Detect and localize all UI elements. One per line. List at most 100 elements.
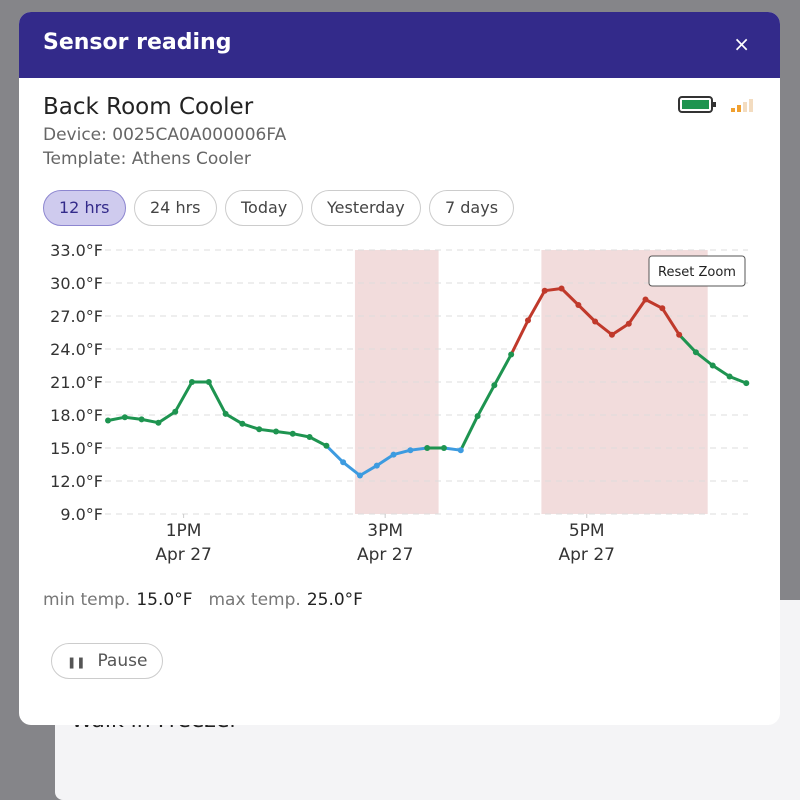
device-id: Device: 0025CA0A000006FA: [43, 125, 287, 145]
close-button[interactable]: ×: [733, 32, 750, 56]
data-point: [659, 305, 666, 312]
y-tick-label: 30.0°F: [50, 274, 103, 293]
line-segment: [492, 353, 513, 387]
stat-value: 15.0°F: [136, 590, 193, 610]
data-point: [692, 349, 699, 356]
line-segment: [459, 414, 480, 452]
range-tab[interactable]: 7 days: [429, 190, 515, 226]
stat-label: max temp.: [208, 590, 301, 610]
range-tab[interactable]: Yesterday: [311, 190, 421, 226]
line-segment: [375, 453, 396, 468]
x-tick-label: 5PM: [569, 521, 605, 541]
data-point: [642, 296, 649, 303]
data-point: [390, 451, 397, 458]
x-tick-label: 3PM: [367, 521, 403, 541]
y-tick-label: 15.0°F: [50, 439, 103, 458]
chart: 9.0°F 12.0°F 15.0°F 18.0°F 21.0°F 24.0°F 27.0°…: [50, 241, 750, 565]
data-point: [541, 287, 548, 294]
modal-title: Sensor reading: [43, 30, 232, 55]
data-point: [424, 445, 431, 451]
stats: min temp. 15.0°F max temp. 25.0°F: [43, 590, 379, 610]
line-segment: [476, 383, 496, 418]
y-tick-label: 33.0°F: [50, 241, 103, 260]
range-tab[interactable]: Today: [225, 190, 304, 226]
data-point: [709, 362, 716, 369]
y-tick-label: 21.0°F: [50, 373, 103, 392]
data-point: [743, 380, 750, 387]
stat-label: min temp.: [43, 590, 131, 610]
status-icons: [678, 96, 753, 113]
data-point: [575, 302, 582, 308]
data-point: [508, 351, 515, 358]
modal-header: Sensor reading ×: [19, 12, 780, 78]
y-tick-label: 27.0°F: [50, 307, 103, 326]
data-point: [239, 420, 246, 427]
pause-button[interactable]: ❚❚ Pause: [51, 643, 164, 679]
x-tick-date: Apr 27: [155, 545, 211, 565]
line-segment: [207, 380, 228, 416]
data-point: [306, 434, 313, 440]
line-segment: [526, 289, 547, 322]
line-segment: [593, 320, 614, 337]
data-point: [273, 428, 280, 435]
line-segment: [627, 298, 648, 326]
line-segment: [576, 303, 597, 323]
data-point: [323, 442, 330, 449]
reset-zoom-box[interactable]: [648, 255, 746, 287]
data-point: [289, 430, 296, 437]
data-point: [474, 413, 481, 420]
data-point: [625, 320, 632, 327]
line-segment: [694, 350, 715, 367]
data-point: [356, 472, 363, 479]
line-segment: [156, 410, 177, 425]
range-tab[interactable]: 24 hrs: [134, 190, 217, 226]
data-point: [676, 331, 683, 338]
data-point: [524, 317, 531, 324]
data-point: [457, 447, 464, 454]
line-segment: [224, 412, 244, 426]
pause-label: Pause: [97, 651, 148, 671]
stat-value: 25.0°F: [306, 590, 363, 610]
data-point: [340, 459, 347, 466]
data-point: [188, 379, 195, 385]
data-point: [592, 318, 599, 325]
data-point: [155, 419, 162, 426]
line-segment: [308, 435, 328, 448]
line-segment: [358, 464, 379, 477]
line-segment: [173, 380, 194, 414]
x-tick-label: 1PM: [166, 521, 202, 541]
line-segment: [560, 287, 580, 307]
data-point: [205, 379, 212, 385]
data-point: [172, 408, 179, 415]
data-point: [491, 382, 498, 389]
line-segment: [677, 333, 698, 354]
line-segment: [509, 318, 530, 356]
y-tick-label: 24.0°F: [50, 340, 103, 359]
data-point: [558, 285, 565, 292]
x-tick-date: Apr 27: [357, 545, 413, 565]
data-point: [440, 445, 447, 451]
page: Walk in Freezer Sensor reading × Back Ro…: [19, 12, 800, 800]
y-tick-label: 18.0°F: [50, 406, 103, 425]
y-tick-label: 12.0°F: [50, 472, 103, 491]
line-segment: [324, 444, 345, 464]
y-tick-label: 9.0°F: [60, 505, 103, 524]
data-point: [726, 373, 733, 380]
template: Template: Athens Cooler: [43, 149, 251, 169]
line-segment: [660, 306, 681, 337]
device-name: Back Room Cooler: [43, 94, 254, 120]
x-tick-date: Apr 27: [559, 545, 615, 565]
data-point: [105, 417, 112, 424]
reset-zoom-label: Reset Zoom: [658, 265, 736, 280]
data-point: [373, 462, 380, 469]
line-segment: [610, 322, 631, 337]
data-point: [222, 410, 229, 417]
data-point: [121, 414, 128, 421]
data-point: [138, 416, 145, 423]
data-point: [608, 331, 615, 338]
range-tab[interactable]: 12 hrs: [43, 190, 126, 226]
data-point: [407, 447, 414, 454]
line-segment: [341, 460, 362, 477]
line-segment: [711, 364, 732, 378]
line-segment: [644, 298, 664, 310]
